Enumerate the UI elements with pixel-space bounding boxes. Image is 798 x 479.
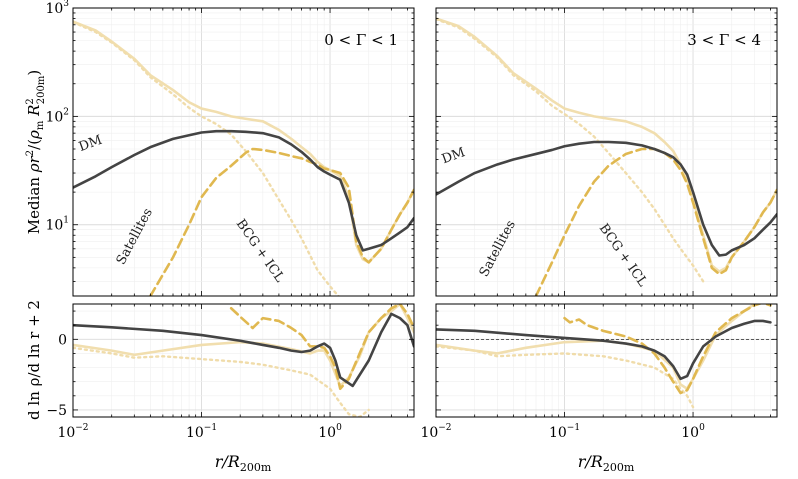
x-tick-label: 10−1 bbox=[186, 423, 217, 441]
series-total bbox=[73, 304, 414, 388]
panel-bottom-left: 10−2 10−1 100 −5 0 bbox=[46, 303, 415, 441]
series-total bbox=[436, 17, 777, 273]
panel-bottom-right: 10−2 10−1 100 bbox=[420, 303, 778, 441]
series-satellites bbox=[229, 304, 414, 391]
x-ticks: 10−2 10−1 100 bbox=[57, 304, 408, 441]
x-ticks: 10−2 10−1 100 bbox=[420, 304, 771, 441]
y-ticks: 101 102 103 bbox=[45, 0, 414, 282]
x-tick-label: 100 bbox=[318, 423, 342, 441]
annotation-dm: DM bbox=[77, 133, 104, 155]
x-axis-label-left: r/R200m bbox=[215, 452, 272, 474]
series-dm bbox=[436, 319, 772, 381]
series-dm bbox=[436, 140, 777, 257]
x-tick-label: 10−2 bbox=[420, 423, 451, 441]
annotation-satellites: Satellites bbox=[114, 206, 156, 267]
y-tick-label: 103 bbox=[45, 0, 69, 17]
y-tick-label: 102 bbox=[45, 107, 69, 125]
series-satellites bbox=[563, 304, 772, 395]
series-bcg-icl bbox=[436, 17, 705, 283]
series-group bbox=[73, 304, 414, 417]
x-tick-label: 100 bbox=[681, 423, 705, 441]
panel-frame bbox=[72, 303, 415, 418]
x-ticks bbox=[72, 8, 408, 296]
y-axis-label-bottom: d ln ρ/d ln r + 2 bbox=[25, 300, 43, 420]
grid bbox=[435, 304, 777, 417]
x-tick-label: 10−1 bbox=[549, 423, 580, 441]
series-group bbox=[436, 304, 772, 409]
panel-frame bbox=[435, 7, 778, 297]
x-ticks bbox=[435, 8, 771, 296]
series-group bbox=[73, 20, 414, 296]
y-ticks bbox=[436, 310, 777, 411]
x-tick-label: 10−2 bbox=[57, 423, 88, 441]
x-axis-label-right: r/R200m bbox=[578, 452, 635, 474]
y-tick-label: 0 bbox=[58, 332, 67, 348]
y-ticks bbox=[436, 7, 777, 282]
series-bcg-icl bbox=[73, 346, 370, 417]
series-dm bbox=[73, 129, 414, 252]
grid bbox=[72, 7, 414, 296]
series-group bbox=[436, 17, 777, 296]
series-total bbox=[73, 20, 414, 264]
y-axis-label-top: Median ρr2/(ρm R2200m) bbox=[25, 70, 47, 234]
series-bcg-icl bbox=[436, 345, 695, 409]
series-bcg-icl bbox=[73, 20, 340, 296]
panel-frame bbox=[72, 7, 415, 297]
panel-frame bbox=[435, 303, 778, 418]
y-ticks: −5 0 bbox=[46, 310, 414, 419]
series-dm bbox=[73, 312, 414, 388]
y-tick-label: −5 bbox=[46, 403, 67, 419]
panel-title: 0 < Γ < 1 bbox=[324, 31, 398, 49]
panel-title: 3 < Γ < 4 bbox=[687, 31, 761, 49]
y-tick-label: 101 bbox=[45, 216, 69, 234]
series-satellites bbox=[534, 147, 777, 296]
annotation-dm: DM bbox=[440, 145, 467, 167]
